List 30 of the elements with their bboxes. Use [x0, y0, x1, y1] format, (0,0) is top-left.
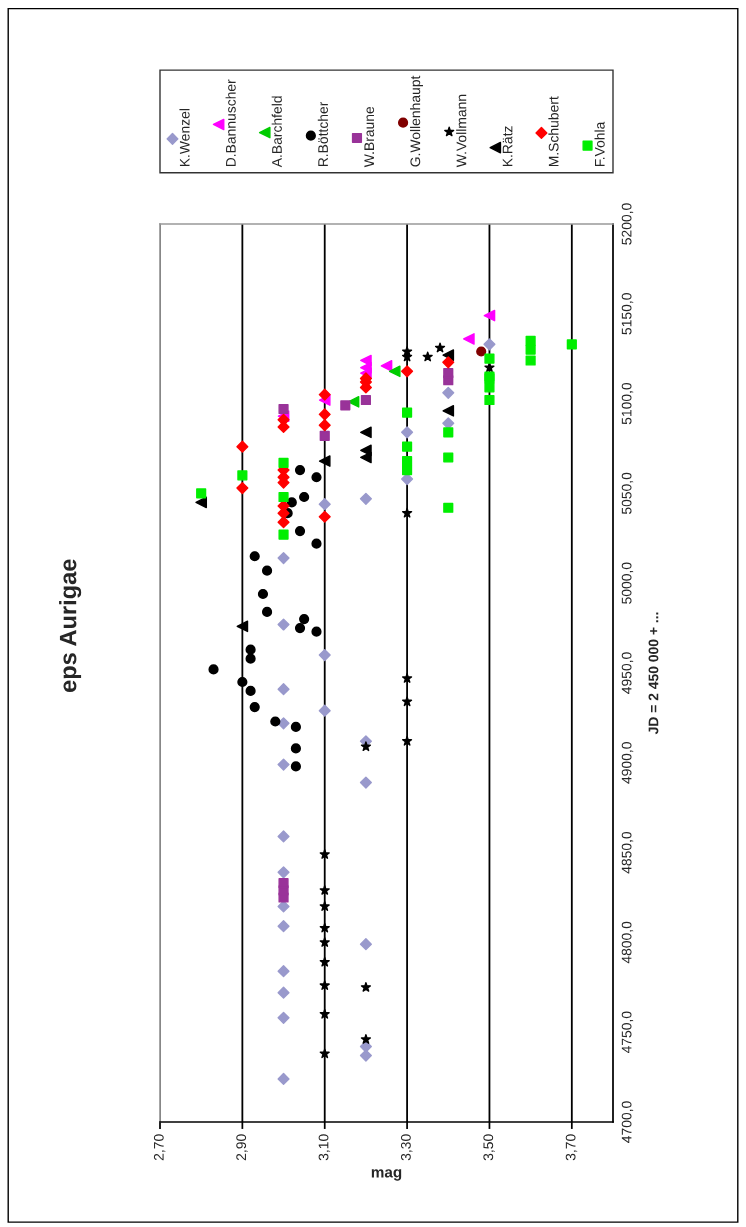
- y-tick-label: 4700,0: [621, 1101, 634, 1143]
- y-tick-label: 5150,0: [621, 293, 634, 335]
- x-tick-label: 3,10: [318, 1134, 331, 1161]
- y-tick-label: 5050,0: [621, 472, 634, 515]
- y-tick-label: 4800,0: [621, 921, 634, 964]
- legend-label: K.Wenzel: [179, 109, 190, 167]
- x-tick-label: 2,70: [153, 1134, 166, 1161]
- y-tick-label: 5200,0: [621, 203, 634, 245]
- legend-label: G.Wollenhaupt: [410, 75, 423, 167]
- y-tick-label: 5000,0: [621, 562, 634, 604]
- legend-label: D.Bannuscher: [225, 79, 236, 167]
- legend-label: W.Braune: [364, 106, 375, 168]
- x-tick-label: 3,50: [483, 1134, 495, 1161]
- legend-label: W.Vollmann: [456, 94, 467, 168]
- x-tick-label: 3,30: [400, 1134, 413, 1161]
- y-tick-label: 4950,0: [621, 652, 634, 694]
- legend-label: K.Rätz: [502, 126, 513, 167]
- text: eps Aurigae: [59, 559, 82, 692]
- legend-label: R.Böttcher: [317, 101, 328, 167]
- y-axis-title: JD = 2 450 000 + ...: [648, 612, 659, 735]
- x-tick-label: 3,70: [565, 1134, 578, 1161]
- legend-label: F.Vohla: [594, 121, 605, 167]
- y-tick-label: 4900,0: [621, 742, 634, 784]
- legend-label: M.Schubert: [548, 96, 559, 167]
- y-tick-label: 4750,0: [621, 1011, 634, 1054]
- x-tick-label: 2,90: [236, 1134, 248, 1161]
- x-axis-title: mag: [371, 1169, 402, 1181]
- legend-label: A.Barchfeld: [271, 96, 282, 168]
- y-tick-label: 5100,0: [621, 382, 634, 425]
- y-tick-label: 4850,0: [621, 831, 634, 874]
